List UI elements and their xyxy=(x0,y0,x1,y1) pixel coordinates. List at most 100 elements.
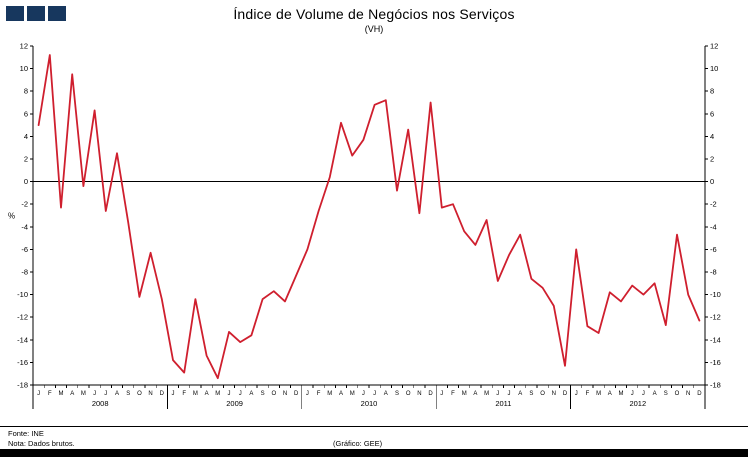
svg-text:10: 10 xyxy=(710,64,718,73)
logo-square xyxy=(48,6,66,21)
logo-square xyxy=(6,6,24,21)
month-label: M xyxy=(81,391,86,397)
svg-text:10: 10 xyxy=(20,64,28,73)
svg-text:-10: -10 xyxy=(710,290,721,299)
month-label: M xyxy=(596,391,601,397)
year-label: 2011 xyxy=(495,399,511,408)
month-label: M xyxy=(484,391,489,397)
month-label: A xyxy=(518,391,522,397)
chart-title: Índice de Volume de Negócios nos Serviço… xyxy=(233,6,515,22)
month-label: J xyxy=(373,391,376,397)
logo xyxy=(6,6,66,21)
series-line-vh xyxy=(37,54,701,380)
svg-text:0: 0 xyxy=(710,177,714,186)
month-label: D xyxy=(160,391,165,397)
month-label: J xyxy=(508,391,511,397)
month-label: N xyxy=(148,391,152,397)
axes xyxy=(32,46,706,386)
svg-text:-2: -2 xyxy=(710,200,717,209)
svg-text:2: 2 xyxy=(24,155,28,164)
month-label: J xyxy=(631,391,634,397)
month-label: J xyxy=(37,391,40,397)
svg-text:0: 0 xyxy=(24,177,28,186)
month-label: A xyxy=(249,391,253,397)
month-label: F xyxy=(586,391,590,397)
svg-text:-6: -6 xyxy=(21,245,28,254)
month-label: M xyxy=(350,391,355,397)
chart-subtitle: (VH) xyxy=(364,24,384,34)
svg-text:8: 8 xyxy=(24,87,28,96)
month-label: O xyxy=(675,391,680,397)
month-label: A xyxy=(608,391,612,397)
month-label: S xyxy=(261,391,265,397)
month-label: F xyxy=(451,391,455,397)
svg-text:-16: -16 xyxy=(17,358,28,367)
svg-text:-14: -14 xyxy=(17,335,28,344)
svg-text:-8: -8 xyxy=(21,268,28,277)
month-label: J xyxy=(228,391,231,397)
month-label: O xyxy=(271,391,276,397)
month-label: D xyxy=(563,391,568,397)
svg-text:-8: -8 xyxy=(710,268,717,277)
svg-text:-16: -16 xyxy=(710,358,721,367)
month-label: S xyxy=(529,391,533,397)
month-label: J xyxy=(104,391,107,397)
svg-text:-18: -18 xyxy=(710,381,721,390)
month-label: F xyxy=(317,391,321,397)
month-label: M xyxy=(619,391,624,397)
month-label: A xyxy=(653,391,657,397)
svg-text:2: 2 xyxy=(710,155,714,164)
svg-text:4: 4 xyxy=(710,132,714,141)
month-label: D xyxy=(697,391,702,397)
month-label: A xyxy=(205,391,209,397)
month-label: F xyxy=(182,391,186,397)
year-label: 2008 xyxy=(92,399,109,408)
svg-text:4: 4 xyxy=(24,132,28,141)
year-label: 2012 xyxy=(629,399,646,408)
year-label: 2009 xyxy=(226,399,243,408)
month-label: A xyxy=(70,391,74,397)
y-tick-marks xyxy=(30,45,708,386)
month-label: M xyxy=(193,391,198,397)
footer-credit-text: (Gráfico: GEE) xyxy=(333,439,383,448)
month-label: M xyxy=(59,391,64,397)
svg-text:-10: -10 xyxy=(17,290,28,299)
svg-text:-12: -12 xyxy=(17,313,28,322)
year-label: 2010 xyxy=(361,399,378,408)
month-label: M xyxy=(327,391,332,397)
month-label: D xyxy=(294,391,299,397)
month-label: S xyxy=(126,391,130,397)
y-axis-labels: -18 -18 -16 -16 -14 -14 -12 -12 -10 -10 -8 -8 -6 -6 -4… xyxy=(8,42,721,390)
month-label: N xyxy=(283,391,287,397)
svg-text:-6: -6 xyxy=(710,245,717,254)
svg-text:12: 12 xyxy=(710,42,718,51)
month-label: N xyxy=(417,391,421,397)
svg-text:-18: -18 xyxy=(17,381,28,390)
svg-text:6: 6 xyxy=(24,109,28,118)
month-label: M xyxy=(215,391,220,397)
month-label: D xyxy=(428,391,433,397)
month-label: S xyxy=(664,391,668,397)
footer-divider xyxy=(0,426,748,427)
month-label: A xyxy=(339,391,343,397)
footer-source-text: Fonte: INE xyxy=(8,429,44,438)
svg-text:-14: -14 xyxy=(710,335,721,344)
month-label: F xyxy=(48,391,52,397)
svg-text:8: 8 xyxy=(710,87,714,96)
month-label: O xyxy=(540,391,545,397)
month-label: J xyxy=(642,391,645,397)
month-label: J xyxy=(440,391,443,397)
month-label: N xyxy=(552,391,556,397)
month-label: J xyxy=(239,391,242,397)
month-label: A xyxy=(115,391,119,397)
month-label: A xyxy=(473,391,477,397)
month-label: J xyxy=(172,391,175,397)
logo-square xyxy=(27,6,45,21)
svg-text:12: 12 xyxy=(20,42,28,51)
month-label: O xyxy=(137,391,142,397)
svg-text:-12: -12 xyxy=(710,313,721,322)
month-label: J xyxy=(575,391,578,397)
footer-note-text: Nota: Dados brutos. xyxy=(8,439,75,448)
